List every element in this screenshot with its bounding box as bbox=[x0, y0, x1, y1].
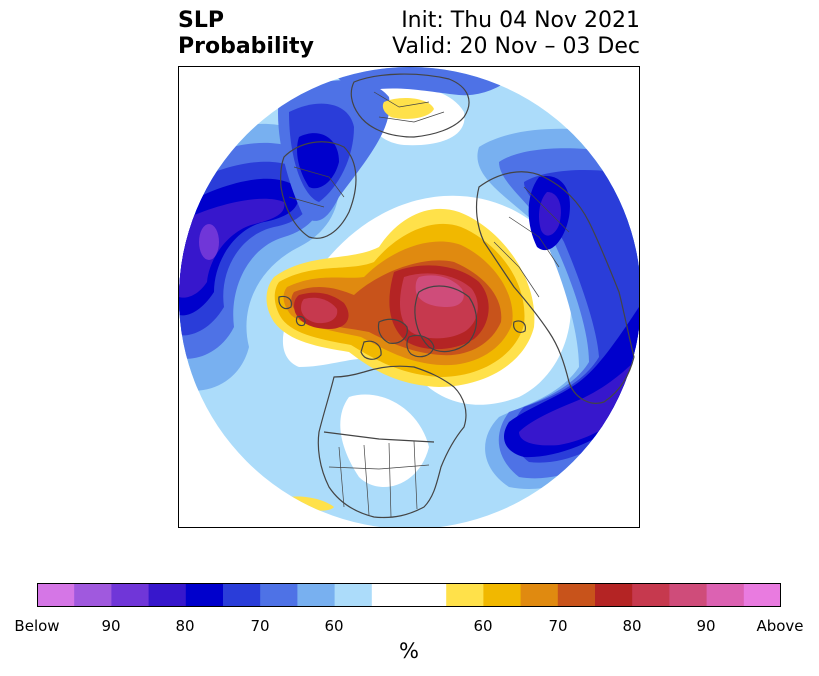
polar-map bbox=[178, 66, 640, 528]
colorbar-tick-above-70: 70 bbox=[548, 617, 568, 635]
colorbar-unit: % bbox=[399, 639, 419, 663]
colorbar-segment bbox=[371, 583, 410, 607]
field-above-55-south bbox=[288, 496, 334, 511]
eurasia-coast bbox=[475, 171, 635, 404]
colorbar-segment bbox=[483, 583, 522, 607]
colorbar-segment bbox=[557, 583, 596, 607]
probability-map-svg bbox=[179, 67, 639, 527]
east-siberia-coast bbox=[280, 141, 357, 239]
colorbar-segment bbox=[37, 583, 75, 607]
us-canada-border bbox=[323, 431, 435, 443]
valid-range: Valid: 20 Nov – 03 Dec bbox=[392, 34, 640, 59]
field-neutral-south bbox=[340, 394, 429, 487]
colorbar-segment bbox=[260, 583, 298, 607]
colorbar-tick-above-60: 60 bbox=[473, 617, 493, 635]
coastlines bbox=[278, 73, 635, 519]
colorbar-svg bbox=[37, 583, 781, 607]
europe-coast bbox=[350, 73, 470, 138]
colorbar-segment bbox=[111, 583, 150, 607]
colorbar-segment bbox=[223, 583, 261, 607]
state-borders bbox=[328, 440, 430, 518]
colorbar-segment bbox=[632, 583, 670, 607]
colorbar-tick-below-90: 90 bbox=[101, 617, 121, 635]
field-above-80-west bbox=[301, 297, 338, 324]
small-islands bbox=[278, 295, 526, 334]
colorbar-segment bbox=[743, 583, 781, 607]
colorbar-segment bbox=[334, 583, 373, 607]
colorbar-segment bbox=[409, 583, 447, 607]
colorbar-tick-below-60: 60 bbox=[324, 617, 344, 635]
arctic-islands bbox=[360, 318, 435, 360]
colorbar-segment bbox=[669, 583, 708, 607]
greenland-coast bbox=[414, 285, 478, 353]
field-below-80-north bbox=[297, 133, 339, 189]
init-date: Init: Thu 04 Nov 2021 bbox=[401, 8, 640, 33]
title-left: SLP Probability bbox=[178, 8, 314, 60]
eurasia-borders bbox=[493, 186, 570, 298]
europe-borders bbox=[373, 91, 445, 123]
colorbar-tick-above: Above bbox=[756, 617, 804, 635]
colorbar-segment bbox=[185, 583, 224, 607]
colorbar bbox=[37, 583, 781, 607]
colorbar-frame bbox=[37, 583, 781, 607]
field-below-85-west bbox=[179, 198, 285, 298]
title-right: Init: Thu 04 Nov 2021 Valid: 20 Nov – 03… bbox=[392, 8, 640, 60]
colorbar-tick-below: Below bbox=[14, 617, 60, 635]
colorbar-tick-above-90: 90 bbox=[696, 617, 716, 635]
colorbar-segment bbox=[74, 583, 112, 607]
map-disk bbox=[179, 67, 639, 527]
colorbar-segment bbox=[297, 583, 336, 607]
colorbar-segment bbox=[595, 583, 633, 607]
field-below-85-east-upper bbox=[539, 192, 561, 236]
colorbar-tick-below-70: 70 bbox=[250, 617, 270, 635]
field-above-85-east bbox=[415, 275, 464, 307]
colorbar-segment bbox=[520, 583, 559, 607]
title-variable: SLP bbox=[178, 8, 224, 33]
field-below-90-west bbox=[199, 224, 219, 260]
siberia-borders bbox=[288, 166, 345, 208]
north-america-coast bbox=[317, 365, 467, 519]
colorbar-segment bbox=[706, 583, 745, 607]
colorbar-segment bbox=[446, 583, 484, 607]
colorbar-tick-below-80: 80 bbox=[175, 617, 195, 635]
colorbar-segment bbox=[148, 583, 187, 607]
colorbar-tick-above-80: 80 bbox=[622, 617, 642, 635]
title-quantity: Probability bbox=[178, 34, 314, 59]
